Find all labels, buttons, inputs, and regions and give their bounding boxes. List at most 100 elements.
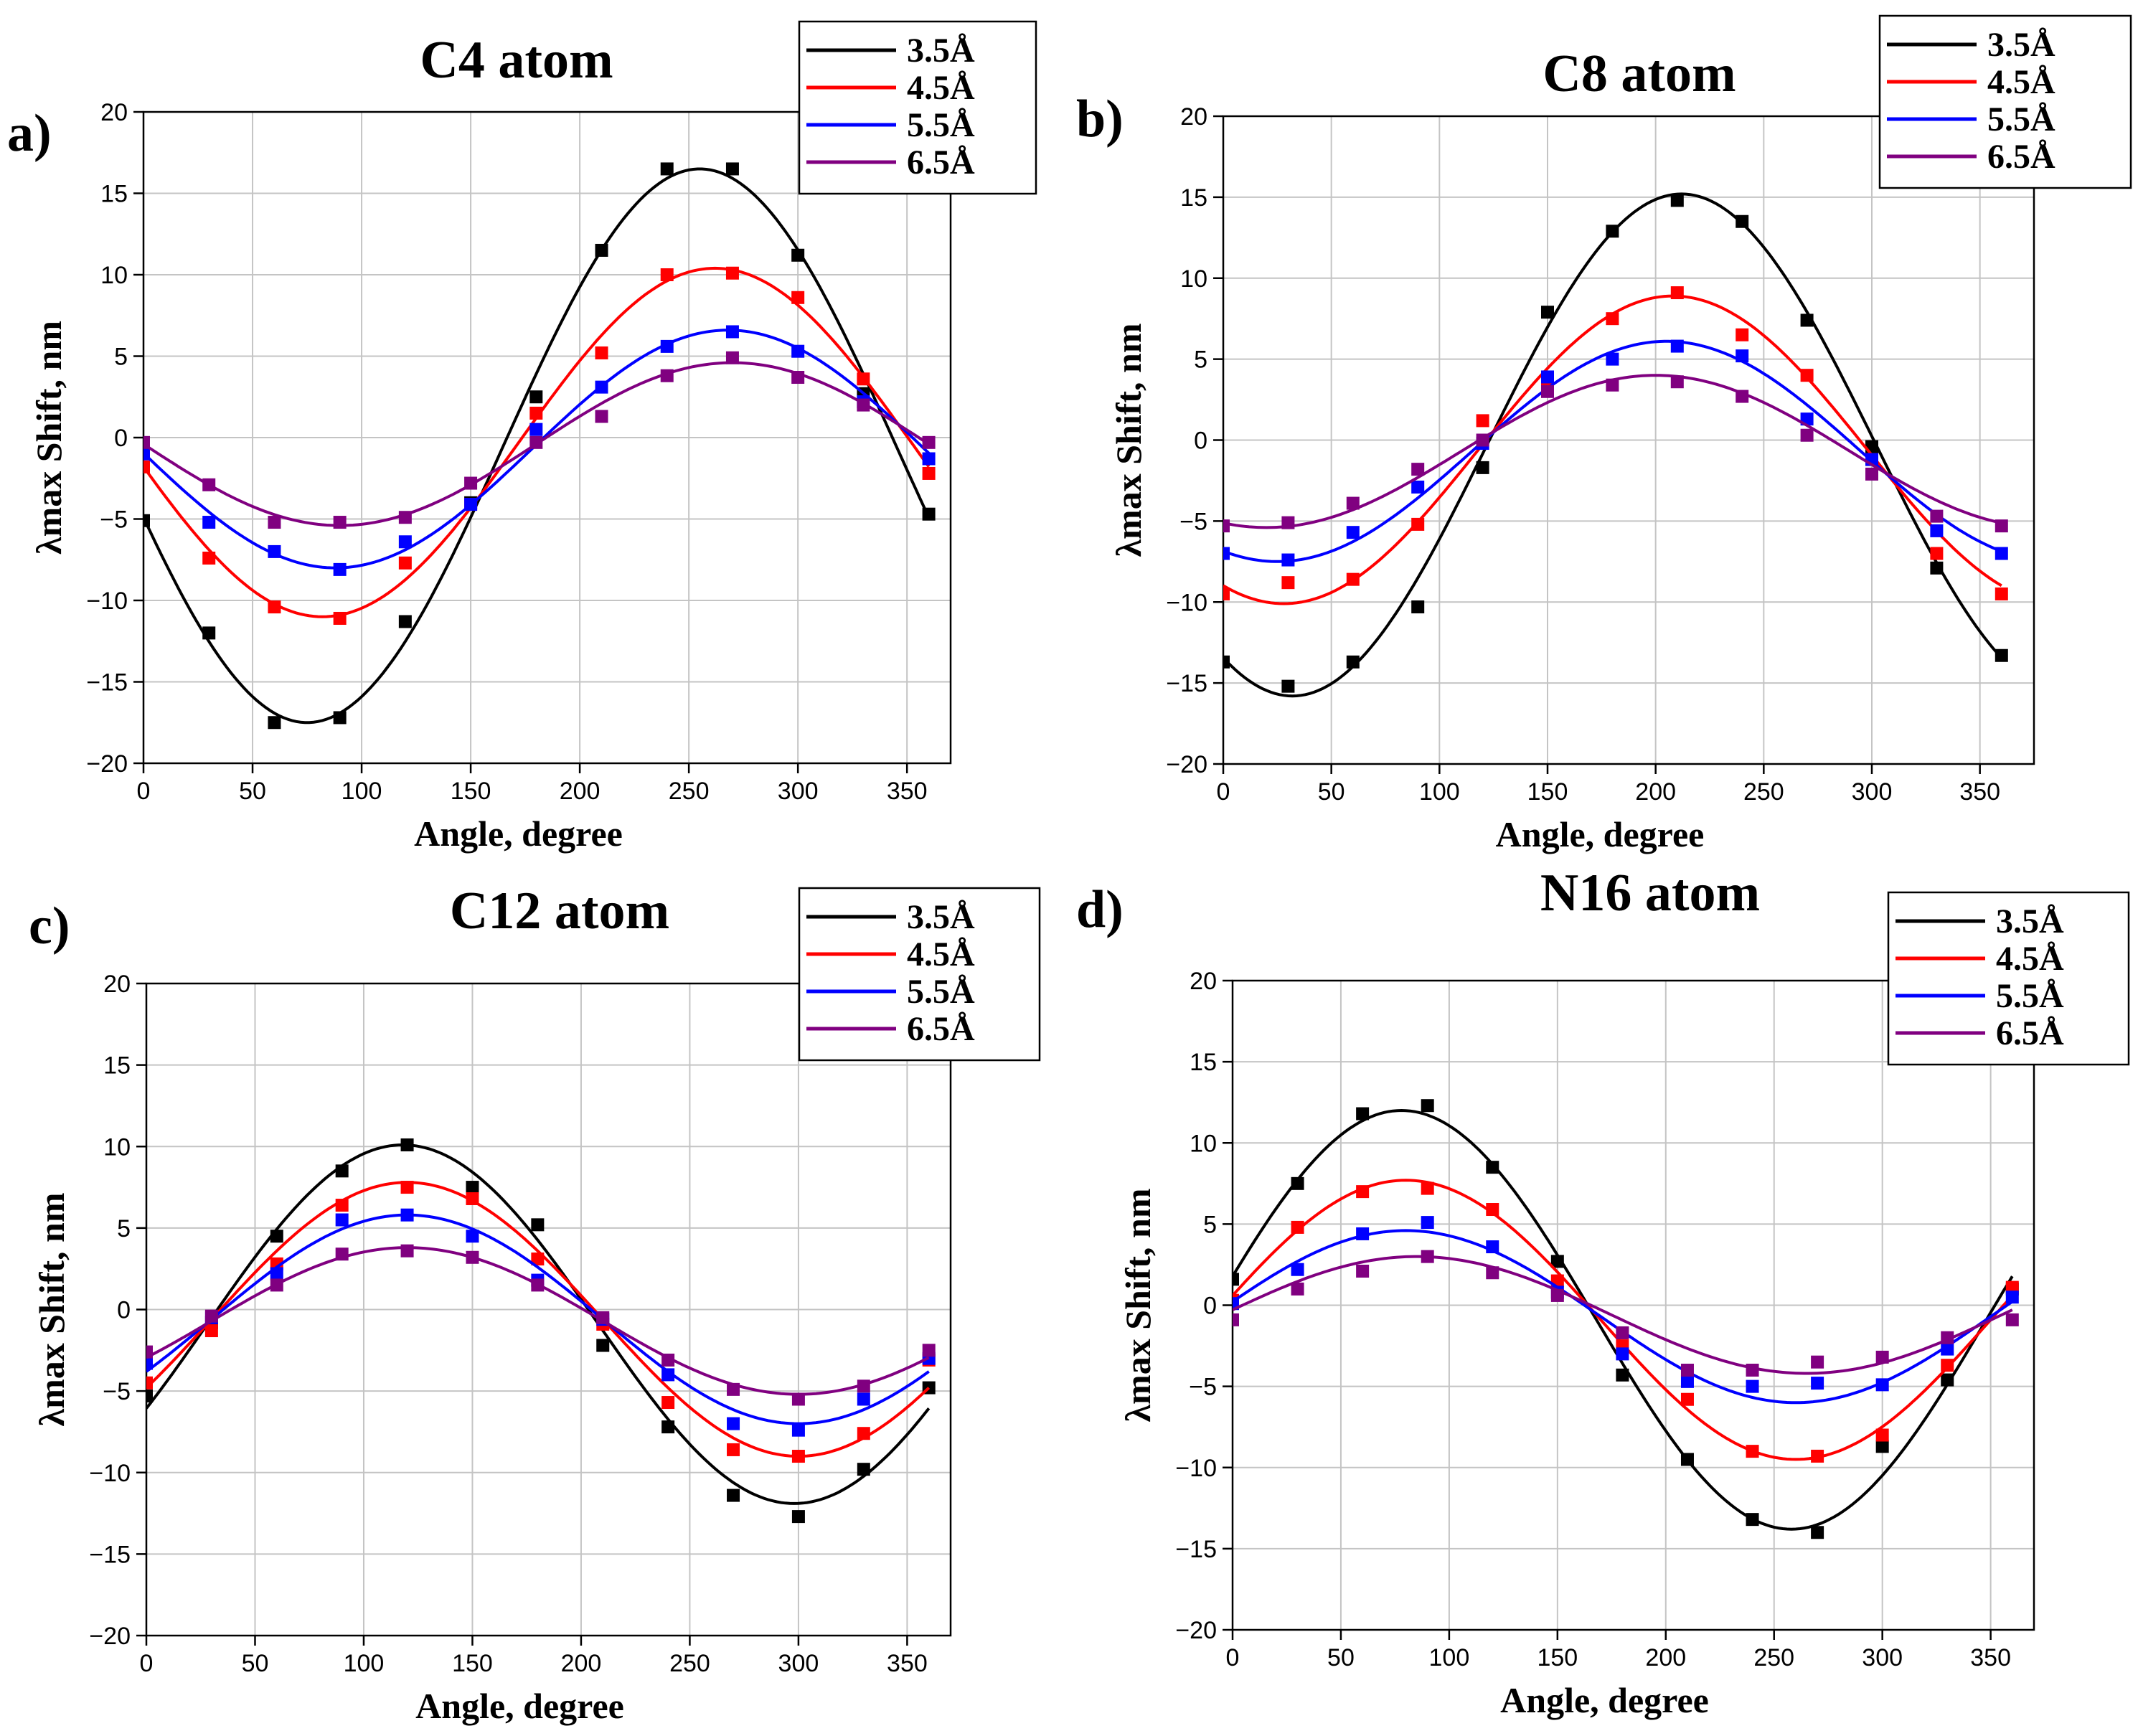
plot-series-group — [1233, 1099, 2019, 1539]
data-point — [1411, 480, 1425, 494]
legend-label: 4.5Å — [907, 69, 975, 107]
data-point — [529, 406, 543, 420]
y-tick-label: 20 — [1180, 103, 1207, 131]
data-point — [725, 351, 739, 364]
data-point — [1680, 1374, 1694, 1388]
x-tick-label: 350 — [887, 1650, 928, 1677]
legend-label: 3.5Å — [1987, 26, 2055, 64]
data-point — [1411, 463, 1425, 476]
data-point — [466, 1181, 479, 1194]
data-point — [1550, 1255, 1564, 1268]
y-tick-label: 15 — [100, 181, 128, 208]
data-point — [335, 1199, 349, 1212]
series-line-4 — [146, 1246, 930, 1396]
data-point — [1421, 1216, 1434, 1230]
data-point — [2005, 1313, 2019, 1326]
data-point — [1930, 524, 1944, 537]
data-point — [143, 435, 150, 449]
data-point — [1346, 496, 1360, 510]
data-point — [268, 516, 281, 529]
data-point — [1223, 655, 1230, 669]
y-tick-label: −20 — [89, 1623, 131, 1650]
data-point — [1995, 648, 2008, 662]
data-point — [791, 1392, 805, 1406]
data-point — [791, 1510, 805, 1524]
data-point — [1746, 1364, 1759, 1377]
data-point — [725, 325, 739, 339]
data-point — [1680, 1364, 1694, 1377]
data-point — [1281, 679, 1295, 693]
data-point — [596, 1339, 610, 1352]
y-tick-label: 20 — [1190, 968, 1217, 995]
series-line-2 — [1223, 294, 2002, 605]
legend: 3.5Å4.5Å5.5Å6.5Å — [798, 887, 1041, 1062]
x-tick-label: 100 — [342, 778, 382, 805]
data-point — [1486, 1240, 1499, 1254]
y-tick-label: 10 — [103, 1133, 131, 1161]
series-line-3 — [143, 329, 930, 570]
data-point — [727, 1489, 740, 1502]
y-tick-label: −15 — [86, 669, 128, 697]
chart-title: N16 atom — [1540, 864, 1760, 923]
data-point — [1223, 587, 1230, 600]
data-point — [791, 1450, 805, 1463]
y-axis-label: λmax Shift, nm — [32, 1193, 72, 1427]
x-tick-label: 250 — [669, 778, 710, 805]
data-point — [1291, 1282, 1304, 1296]
x-tick-label: 300 — [1852, 778, 1893, 806]
legend-label: 3.5Å — [1996, 902, 2064, 940]
data-point — [1930, 509, 1944, 523]
data-point — [661, 1368, 675, 1382]
data-point — [1736, 214, 1749, 228]
data-point — [1930, 561, 1944, 575]
data-point — [270, 1278, 283, 1292]
data-point — [1223, 519, 1230, 533]
x-tick-label: 200 — [561, 1650, 602, 1677]
data-point — [1476, 461, 1489, 474]
y-tick-label: −10 — [1175, 1455, 1217, 1482]
data-point — [1281, 576, 1295, 590]
x-axis-label: Angle, degree — [414, 813, 623, 854]
chart-title: C8 atom — [1543, 44, 1736, 103]
data-point — [922, 435, 936, 449]
x-tick-label: 150 — [1537, 1644, 1578, 1671]
data-point — [727, 1443, 740, 1456]
data-point — [529, 390, 543, 404]
y-tick-label: 20 — [100, 99, 128, 126]
x-tick-label: 50 — [1318, 778, 1345, 806]
data-point — [1411, 600, 1425, 614]
y-tick-label: 0 — [117, 1297, 131, 1324]
y-tick-label: 0 — [114, 425, 128, 452]
data-point — [1736, 328, 1749, 341]
panel-letter: c) — [29, 897, 70, 956]
x-axis-label: Angle, degree — [1496, 814, 1705, 854]
data-point — [1736, 349, 1749, 363]
data-point — [1680, 1392, 1694, 1406]
data-point — [1606, 312, 1619, 326]
chart-panel-4: 0 50 100 150 200 250 300 350 −20 −15 −10 −5 0 5 10 15 20… — [1076, 864, 2130, 1720]
data-point — [1346, 526, 1360, 539]
x-tick-label: 250 — [669, 1650, 710, 1677]
y-tick-label: 15 — [1190, 1049, 1217, 1076]
data-point — [143, 447, 150, 461]
data-point — [1486, 1161, 1499, 1174]
legend: 3.5Å4.5Å5.5Å6.5Å — [798, 20, 1037, 195]
data-point — [1670, 375, 1684, 389]
panel-letter: a) — [7, 104, 52, 163]
data-point — [202, 478, 216, 491]
data-point — [1346, 655, 1360, 669]
x-tick-label: 50 — [239, 778, 266, 805]
data-point — [202, 551, 216, 565]
data-point — [922, 507, 936, 521]
data-point — [270, 1267, 283, 1280]
data-point — [400, 1244, 414, 1258]
data-point — [204, 1324, 218, 1338]
panel-letter: d) — [1076, 880, 1124, 939]
data-point — [335, 1164, 349, 1178]
data-point — [1486, 1266, 1499, 1280]
data-point — [1670, 286, 1684, 300]
x-tick-label: 350 — [1970, 1644, 2011, 1671]
y-tick-label: −5 — [1179, 508, 1207, 535]
data-point — [791, 344, 805, 358]
data-point — [1746, 1513, 1759, 1527]
